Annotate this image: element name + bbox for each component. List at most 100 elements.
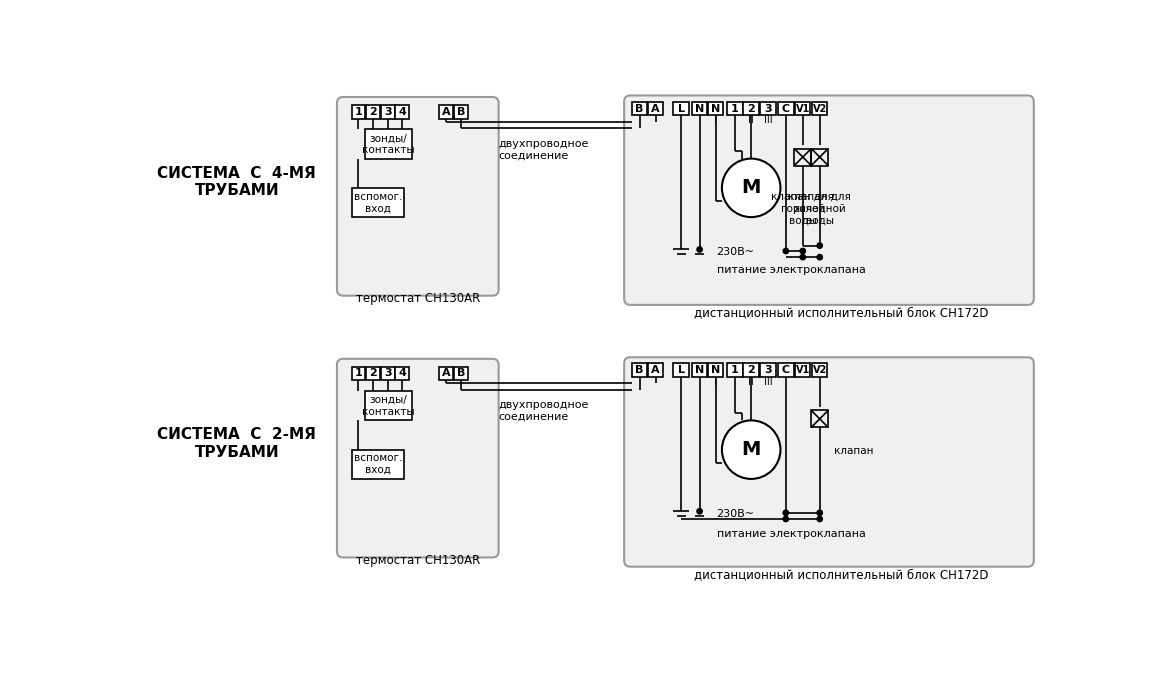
Text: A: A (651, 103, 661, 114)
Bar (778, 101, 793, 116)
Text: II: II (748, 377, 754, 387)
Bar (395, 367, 409, 380)
Text: питание электроклапана: питание электроклапана (716, 529, 865, 539)
Text: клапан: клапан (834, 446, 873, 456)
Bar (812, 411, 828, 427)
Text: 2: 2 (748, 365, 755, 375)
FancyBboxPatch shape (337, 359, 499, 558)
Text: C: C (782, 103, 790, 114)
Circle shape (722, 158, 780, 217)
Text: V2: V2 (813, 103, 827, 114)
Bar (761, 101, 776, 116)
Text: 1: 1 (355, 369, 363, 379)
Text: 1: 1 (732, 103, 739, 114)
Bar (395, 105, 409, 118)
Circle shape (783, 510, 789, 515)
Bar (648, 363, 663, 377)
Text: III: III (764, 377, 772, 387)
Bar (440, 105, 454, 118)
Text: A: A (442, 107, 450, 117)
FancyBboxPatch shape (625, 95, 1034, 305)
Text: 1: 1 (355, 107, 363, 117)
Text: N: N (711, 103, 720, 114)
Text: V1: V1 (795, 103, 809, 114)
Text: двухпроводное
соединение: двухпроводное соединение (499, 401, 588, 422)
Text: A: A (651, 365, 661, 375)
Circle shape (800, 248, 806, 254)
Text: термостат CH130AR: термостат CH130AR (356, 554, 480, 567)
Bar (365, 391, 412, 420)
Text: I: I (714, 115, 718, 125)
Bar (380, 105, 394, 118)
Bar (673, 363, 688, 377)
Text: 3: 3 (384, 369, 392, 379)
Text: V1: V1 (795, 365, 809, 375)
Bar (632, 363, 648, 377)
Bar (727, 101, 743, 116)
Bar (351, 367, 365, 380)
Bar (795, 101, 811, 116)
Bar (366, 367, 380, 380)
Text: 230В~: 230В~ (716, 509, 755, 519)
Circle shape (818, 510, 822, 515)
Bar (454, 367, 468, 380)
Text: зонды/
контакты: зонды/ контакты (362, 395, 415, 417)
Text: 3: 3 (764, 103, 772, 114)
Circle shape (818, 243, 822, 248)
FancyBboxPatch shape (337, 97, 499, 296)
Text: 230В~: 230В~ (716, 247, 755, 257)
Circle shape (818, 254, 822, 260)
Text: вспомог.
вход: вспомог. вход (354, 192, 402, 214)
Circle shape (818, 516, 822, 522)
Bar (727, 363, 743, 377)
Text: L: L (678, 103, 685, 114)
Text: N: N (711, 365, 720, 375)
Bar (454, 105, 468, 118)
Text: клапан для
горячей
воды: клапан для горячей воды (771, 192, 834, 225)
Circle shape (697, 247, 702, 252)
Bar (778, 363, 793, 377)
Text: C: C (782, 365, 790, 375)
Text: питание электроклапана: питание электроклапана (716, 265, 865, 275)
Text: 4: 4 (399, 107, 406, 117)
Bar (812, 101, 827, 116)
Text: I: I (714, 377, 718, 387)
Text: двухпроводное
соединение: двухпроводное соединение (499, 139, 588, 160)
Bar (795, 363, 811, 377)
Circle shape (783, 516, 789, 522)
Bar (743, 101, 759, 116)
Circle shape (783, 248, 789, 254)
Text: N: N (695, 103, 705, 114)
Text: M: M (742, 440, 761, 459)
Text: B: B (457, 107, 465, 117)
Text: 1: 1 (732, 365, 739, 375)
Text: III: III (764, 115, 772, 125)
Bar (351, 188, 404, 217)
Text: клапан для
холодной
воды: клапан для холодной воды (789, 192, 851, 225)
Text: M: M (742, 178, 761, 197)
Text: СИСТЕМА  С  2-МЯ
ТРУБАМИ: СИСТЕМА С 2-МЯ ТРУБАМИ (157, 427, 316, 460)
Text: B: B (635, 365, 644, 375)
Bar (794, 149, 812, 165)
Bar (632, 101, 648, 116)
Bar (761, 363, 776, 377)
Bar (380, 367, 394, 380)
Bar (692, 101, 707, 116)
Text: вспомог.
вход: вспомог. вход (354, 454, 402, 475)
Bar (351, 105, 365, 118)
Bar (648, 101, 663, 116)
Text: 3: 3 (764, 365, 772, 375)
Bar (366, 105, 380, 118)
Bar (812, 149, 828, 165)
Circle shape (722, 420, 780, 479)
Bar (812, 363, 827, 377)
Bar (708, 363, 723, 377)
Text: V2: V2 (813, 365, 827, 375)
Text: 3: 3 (384, 107, 392, 117)
Text: дистанционный исполнительный блок CH172D: дистанционный исполнительный блок CH172D (694, 568, 989, 581)
Text: A: A (442, 369, 450, 379)
Text: 2: 2 (369, 369, 377, 379)
Text: B: B (457, 369, 465, 379)
Text: N: N (695, 365, 705, 375)
FancyBboxPatch shape (625, 357, 1034, 566)
